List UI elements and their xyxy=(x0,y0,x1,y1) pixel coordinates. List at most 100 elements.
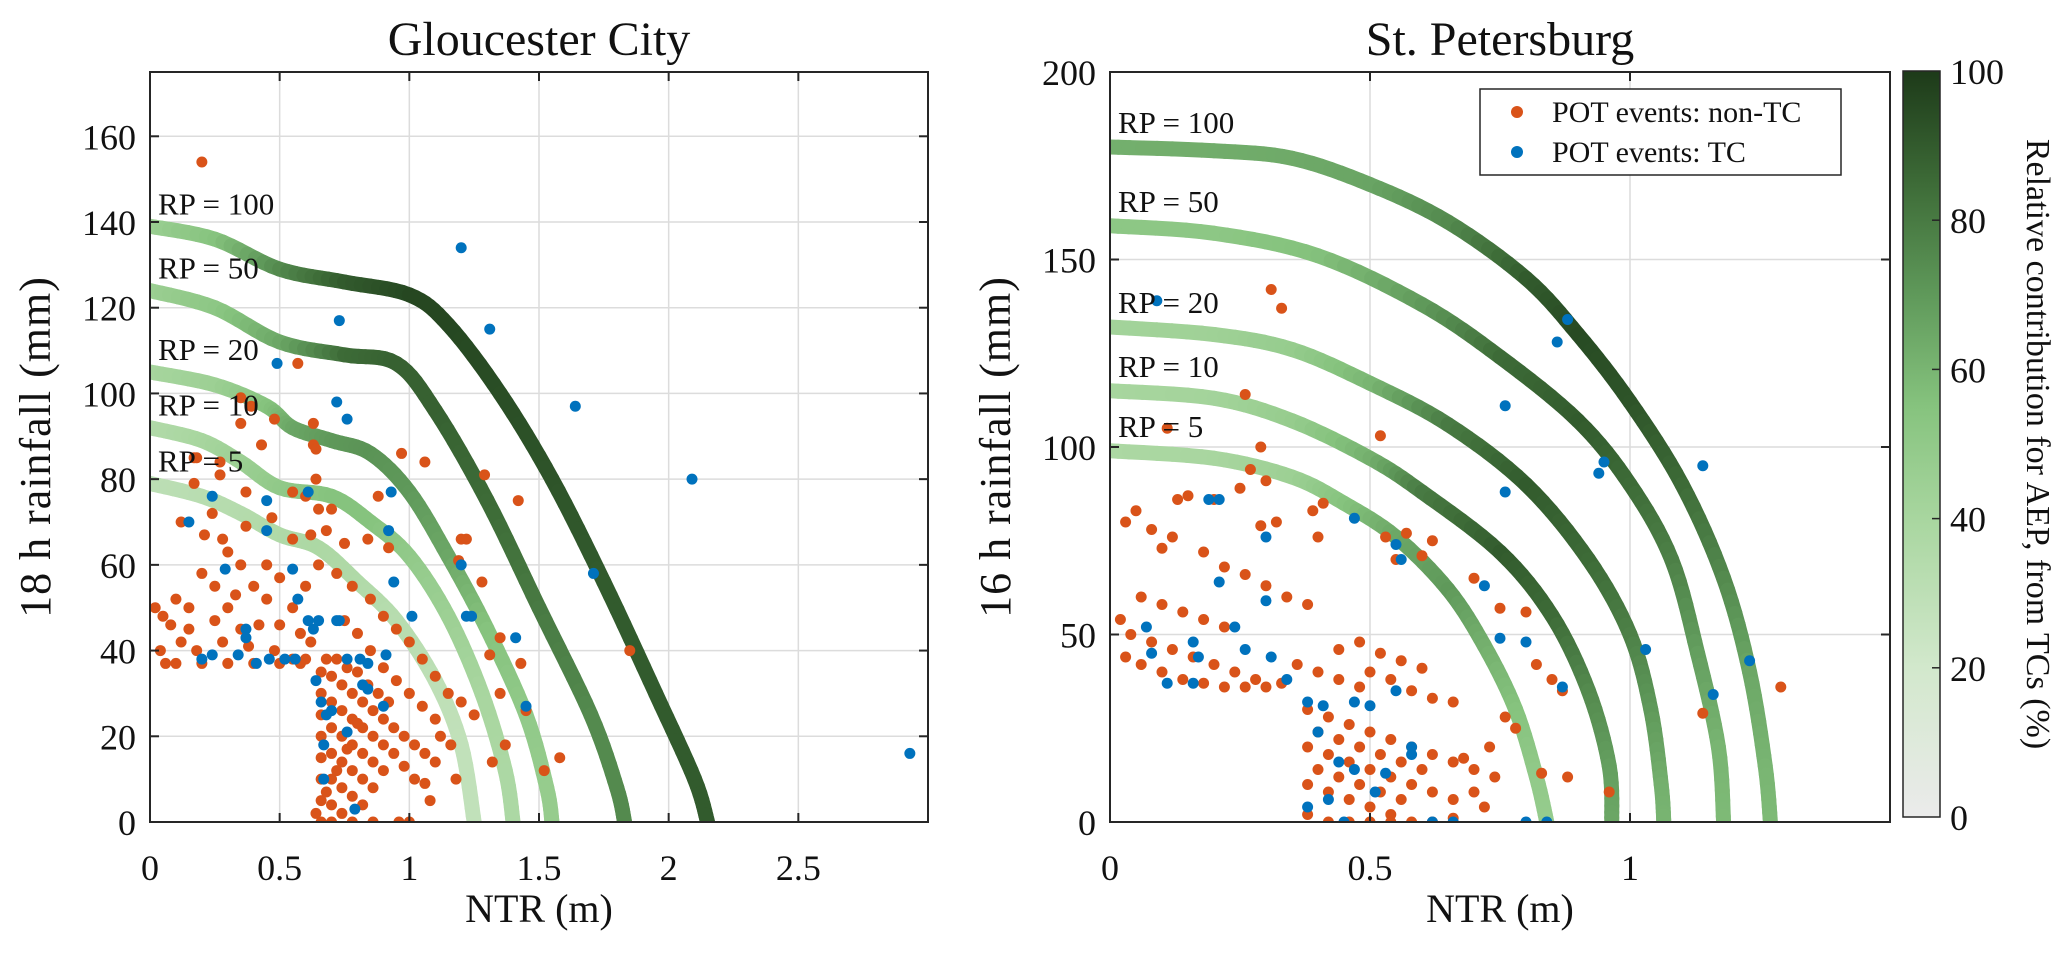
y-tick-label: 20 xyxy=(100,717,136,757)
point-non-tc xyxy=(1494,602,1506,614)
y-tick-label: 60 xyxy=(100,546,136,586)
point-non-tc xyxy=(1260,475,1272,487)
y-tick-label: 140 xyxy=(82,203,136,243)
point-non-tc xyxy=(326,696,338,708)
point-non-tc xyxy=(377,662,389,674)
point-non-tc xyxy=(442,687,454,699)
rp-contour xyxy=(1110,383,1620,822)
point-non-tc xyxy=(157,610,169,622)
rp-contour xyxy=(1110,218,1732,822)
point-non-tc xyxy=(196,567,208,579)
point-non-tc xyxy=(341,662,353,674)
point-non-tc xyxy=(326,670,338,682)
point-non-tc xyxy=(515,657,527,669)
point-non-tc xyxy=(1120,651,1132,663)
point-non-tc xyxy=(230,589,242,601)
point-non-tc xyxy=(320,786,332,798)
point-tc xyxy=(1478,580,1490,592)
point-non-tc xyxy=(154,645,166,657)
point-non-tc xyxy=(315,752,327,764)
point-non-tc xyxy=(1364,666,1376,678)
point-non-tc xyxy=(372,490,384,502)
point-tc xyxy=(1265,651,1277,663)
legend-label-tc: POT events: TC xyxy=(1552,136,1746,169)
point-non-tc xyxy=(1468,764,1480,775)
point-non-tc xyxy=(1374,430,1386,442)
point-tc xyxy=(1744,655,1756,667)
point-tc xyxy=(1146,647,1158,659)
point-non-tc xyxy=(419,747,431,759)
point-non-tc xyxy=(364,593,376,605)
point-non-tc xyxy=(1250,674,1262,685)
series-non-tc xyxy=(150,156,636,822)
point-tc xyxy=(362,683,374,695)
colorbar-tick-label: 0 xyxy=(1950,798,1968,838)
point-non-tc xyxy=(538,765,550,777)
point-non-tc xyxy=(1302,741,1314,753)
point-tc xyxy=(1390,685,1402,697)
point-non-tc xyxy=(1530,659,1542,670)
y-tick-label: 120 xyxy=(82,289,136,329)
point-non-tc xyxy=(1354,681,1366,693)
point-non-tc xyxy=(307,417,319,429)
point-tc xyxy=(1213,494,1225,505)
point-non-tc xyxy=(1385,734,1397,745)
point-non-tc xyxy=(1198,614,1210,625)
point-non-tc xyxy=(1239,681,1251,693)
point-non-tc xyxy=(377,765,389,777)
point-non-tc xyxy=(1333,771,1345,783)
rp-label: RP = 10 xyxy=(1118,349,1219,384)
point-non-tc xyxy=(1260,580,1272,592)
x-tick-label: 0 xyxy=(141,848,159,888)
point-tc xyxy=(1499,486,1511,498)
point-non-tc xyxy=(357,773,369,785)
point-non-tc xyxy=(1354,636,1366,648)
point-non-tc xyxy=(261,593,273,605)
rp-contour xyxy=(1110,139,1778,822)
point-non-tc xyxy=(1478,801,1490,813)
point-tc xyxy=(292,593,304,605)
point-non-tc xyxy=(1312,764,1324,775)
point-non-tc xyxy=(326,747,338,759)
point-tc xyxy=(904,747,916,759)
point-non-tc xyxy=(287,602,299,614)
point-tc xyxy=(341,653,353,665)
y-tick-label: 200 xyxy=(1042,53,1096,93)
point-non-tc xyxy=(235,417,247,429)
point-tc xyxy=(333,315,345,327)
point-non-tc xyxy=(217,636,229,648)
point-non-tc xyxy=(1484,741,1496,753)
point-tc xyxy=(349,803,361,815)
point-non-tc xyxy=(1775,681,1787,693)
colorbar-tick-label: 60 xyxy=(1950,350,1986,390)
point-non-tc xyxy=(326,799,338,811)
point-tc xyxy=(1520,636,1532,648)
point-non-tc xyxy=(336,705,348,717)
point-non-tc xyxy=(460,533,472,545)
point-tc xyxy=(455,242,467,254)
point-non-tc xyxy=(499,739,511,751)
point-non-tc xyxy=(367,705,379,717)
rp-label: RP = 10 xyxy=(158,388,259,423)
point-tc xyxy=(1640,644,1652,655)
point-non-tc xyxy=(1603,786,1615,798)
point-non-tc xyxy=(214,456,226,468)
point-non-tc xyxy=(367,756,379,768)
point-tc xyxy=(1302,801,1314,813)
point-tc xyxy=(1380,767,1392,779)
point-tc xyxy=(1348,764,1360,775)
point-non-tc xyxy=(235,392,247,404)
point-non-tc xyxy=(1312,531,1324,543)
axis-ticks: 0 0.5 1 1.5 2 2.5 0 20 40 60 80 100 120 140 160 xyxy=(82,72,928,888)
point-non-tc xyxy=(1218,621,1230,633)
point-non-tc xyxy=(310,807,322,819)
point-non-tc xyxy=(1406,779,1418,790)
point-non-tc xyxy=(403,687,415,699)
point-non-tc xyxy=(1520,606,1532,618)
legend-box xyxy=(1479,88,1842,176)
point-non-tc xyxy=(243,640,255,652)
point-non-tc xyxy=(1239,389,1251,400)
point-tc xyxy=(686,473,698,485)
point-non-tc xyxy=(310,473,322,485)
point-non-tc xyxy=(274,619,286,631)
